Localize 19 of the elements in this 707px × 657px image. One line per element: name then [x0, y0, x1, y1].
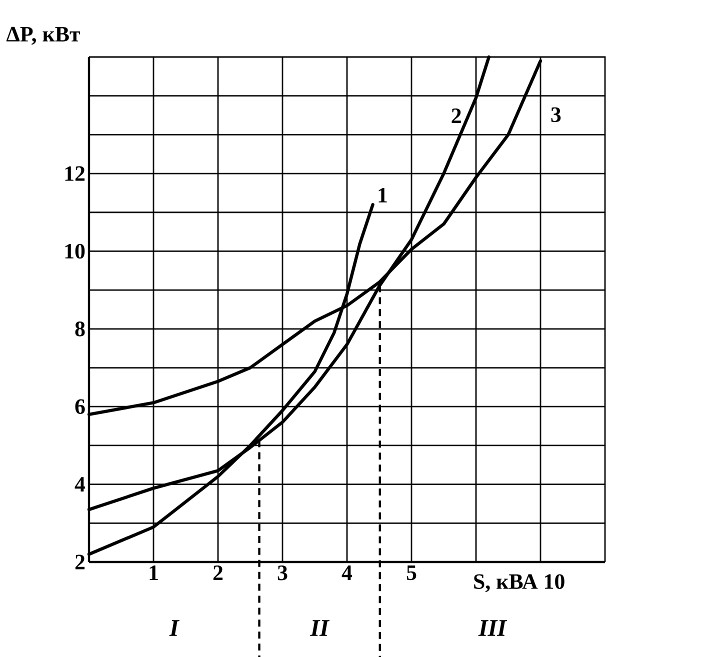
y-tick-label: 6 — [75, 399, 85, 414]
y-tick-label: 12 — [65, 166, 85, 181]
y-tick-label: 2 — [75, 554, 85, 570]
text: III — [478, 620, 508, 636]
x-tick-label: 3 — [278, 566, 288, 580]
x-tick-label: 2 — [213, 566, 223, 580]
x-axis-title: S, кВА 10 — [474, 574, 564, 592]
series-label: 3 — [551, 107, 561, 122]
y-tick-label: 8 — [75, 322, 85, 336]
y-tick-label: 10 — [65, 244, 85, 259]
series-label: 2 — [452, 108, 461, 124]
x-tick-label: 4 — [342, 566, 352, 580]
x-tick-label: 5 — [406, 566, 416, 580]
y-axis-title: ΔP, кВт — [6, 26, 80, 45]
y-tick-label: 4 — [74, 477, 86, 492]
text: I — [169, 620, 180, 636]
text: II — [310, 620, 330, 636]
x-tick-label: 1 — [150, 566, 158, 580]
series-label: 1 — [378, 188, 387, 202]
